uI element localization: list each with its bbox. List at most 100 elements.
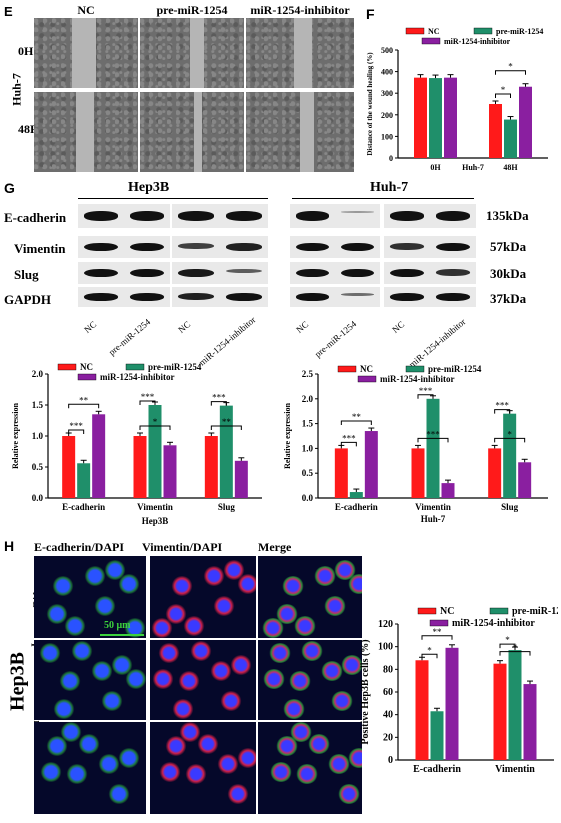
y-tick-label: 0.5 [32, 462, 44, 472]
protein-label-gapdh: GAPDH [4, 292, 51, 307]
cell-nucleus [101, 691, 123, 711]
bar [504, 119, 517, 158]
category-label: Vimentin [495, 764, 535, 775]
significance-label: *** [495, 401, 509, 411]
cell-nucleus [52, 576, 74, 596]
blot-band [296, 211, 329, 221]
bar [445, 647, 459, 760]
blot-cell-huh7: Huh-7 [370, 180, 409, 195]
cell-nucleus [331, 691, 353, 711]
bar [133, 436, 147, 498]
cell-nucleus [46, 604, 68, 624]
legend-swatch [429, 619, 449, 627]
legend-swatch [337, 365, 357, 373]
significance-label: ** [79, 395, 89, 405]
panel-h-col-merge: Merge [258, 540, 292, 554]
y-tick-label: 300 [381, 89, 393, 98]
cell-nucleus [151, 618, 173, 638]
significance-label: *** [212, 393, 226, 403]
cell-nucleus [171, 576, 193, 596]
lane-label-hep-nc: NC [82, 319, 99, 335]
legend-swatch [421, 37, 441, 45]
cell-nucleus [197, 734, 219, 754]
cell-nucleus [348, 574, 362, 594]
cell-nucleus [66, 764, 88, 784]
lane-label-huh-nc: NC [294, 319, 311, 335]
blot-band [178, 293, 214, 301]
significance-bracket [495, 93, 511, 98]
significance-bracket [494, 409, 511, 414]
cell-nucleus [165, 736, 187, 756]
size-label-30: 30kDa [490, 266, 527, 281]
significance-bracket [139, 400, 156, 405]
blot-strip [78, 262, 170, 285]
cell-nucleus [118, 574, 140, 594]
bar [77, 463, 91, 498]
cell-nucleus [282, 576, 304, 596]
blot-band [226, 242, 262, 251]
y-tick-label: 100 [381, 132, 393, 141]
category-label: 0H [430, 163, 441, 172]
legend-swatch [357, 375, 377, 383]
blot-band [226, 268, 262, 273]
chart-g1: 0.0 0.5 1.0 1.5 2.0 Relative expression E-cadh… [8, 362, 270, 532]
bar [204, 436, 218, 498]
cell-nucleus [98, 754, 120, 774]
cell-nucleus [172, 699, 194, 719]
y-axis-label: Distance of the wound healing (%) [366, 52, 374, 156]
fluorescence-image [258, 722, 362, 814]
blot-strip [384, 262, 476, 285]
significance-label: ** [352, 412, 362, 422]
category-label: 48H [503, 163, 518, 172]
significance-label: *** [426, 429, 440, 439]
significance-label: *** [141, 392, 155, 402]
blot-strip [384, 236, 476, 259]
significance-label: * [507, 429, 512, 439]
significance-bracket [139, 425, 171, 430]
legend-label: NC [440, 606, 454, 617]
panel-h-label: H [4, 538, 15, 554]
scale-bar-line [100, 634, 144, 636]
bar [411, 448, 425, 498]
significance-label: *** [342, 433, 356, 443]
y-tick-label: 0.0 [302, 493, 314, 503]
bar [488, 448, 502, 498]
panel-e-col-inh: miR-1254-inhibitor [250, 3, 350, 17]
blot-strip [290, 287, 380, 308]
blot-band [436, 211, 470, 221]
legend-label: pre-miR-1254 [148, 362, 202, 372]
y-tick-label: 1.0 [302, 443, 314, 453]
cell-nucleus [179, 722, 201, 742]
cell-nucleus [39, 643, 61, 663]
blot-band [84, 293, 118, 301]
cell-nucleus [59, 671, 81, 691]
x-axis-label: Huh-7 [462, 163, 484, 172]
cell-nucleus [269, 643, 291, 663]
cell-nucleus [324, 596, 346, 616]
y-tick-label: 80 [383, 664, 393, 675]
category-label: E-cadherin [335, 502, 378, 512]
blot-band [390, 242, 424, 250]
bar [234, 460, 248, 498]
cell-nucleus [53, 699, 75, 719]
blot-strip [172, 236, 268, 259]
significance-label: ** [433, 627, 443, 637]
y-tick-label: 1.0 [32, 431, 44, 441]
legend-label: miR-1254-inhibitor [452, 618, 535, 629]
cell-nucleus [328, 754, 350, 774]
cell-nucleus [159, 762, 181, 782]
panel-e-label: E [4, 4, 13, 19]
cell-nucleus [118, 748, 140, 768]
cell-nucleus [84, 566, 106, 586]
cell-nucleus [203, 566, 225, 586]
bar [519, 86, 532, 158]
significance-label: * [508, 62, 513, 72]
cell-nucleus [158, 643, 180, 663]
cell-nucleus [94, 596, 116, 616]
x-axis-label: Hep3B [142, 516, 169, 526]
blot-line-huh7 [292, 198, 474, 199]
cell-nucleus [46, 736, 68, 756]
cell-nucleus [301, 641, 323, 661]
blot-band [390, 268, 424, 278]
cell-nucleus [270, 762, 292, 782]
